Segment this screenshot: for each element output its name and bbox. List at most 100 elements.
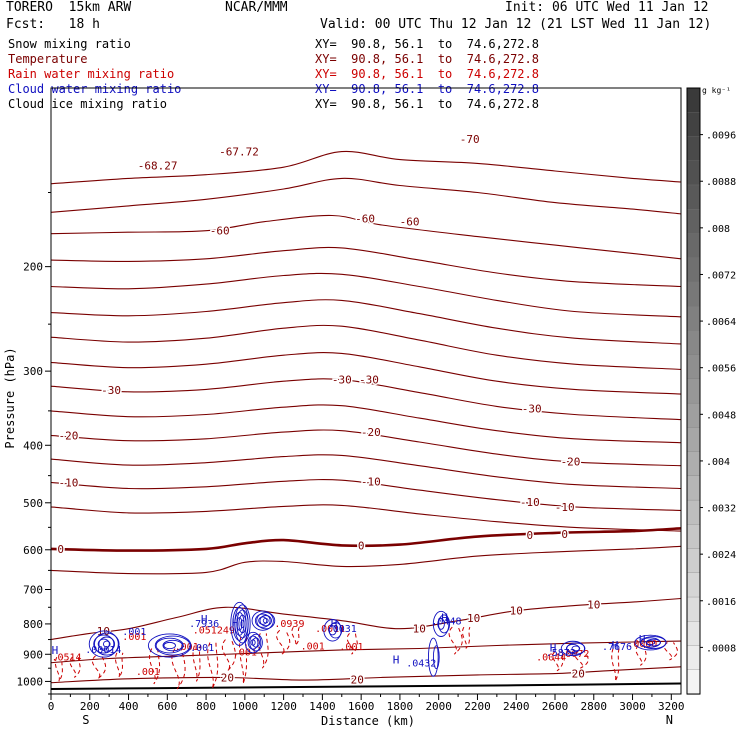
x-tick-label: 2400 (503, 700, 530, 713)
temperature-contour-label: -30 (332, 374, 352, 387)
y-tick-label: 400 (23, 439, 43, 452)
cloud-water-contour (155, 637, 184, 654)
colorbar-bin (686, 451, 701, 477)
temperature-contour-label: 10 (587, 599, 600, 612)
fcst-label: Fcst: 18 h (6, 17, 100, 32)
y-tick-label: 1000 (17, 675, 44, 688)
cloud-water-contour (97, 638, 110, 650)
rain-contour-label: .001 (339, 642, 363, 653)
field-cloudwater-name: Cloud water mixing ratio (8, 82, 182, 96)
cloud-water-contour (432, 610, 450, 637)
y-tick-label: 600 (23, 544, 43, 557)
temperature-contour-label: -30 (359, 374, 379, 387)
colorbar-bin (686, 402, 701, 429)
colorbar-tick-label: .0024 (706, 550, 736, 561)
colorbar-tick-label: .0096 (706, 131, 736, 142)
temperature-contour-label: -10 (555, 501, 575, 514)
cloud-water-contour (432, 645, 440, 670)
rain-contour (257, 633, 269, 669)
colorbar-bin (686, 621, 701, 647)
temperature-contour-label: 0 (358, 539, 365, 552)
cloud-max-marker: H (441, 611, 448, 624)
temperature-contour (51, 597, 681, 641)
temperature-contour (51, 454, 681, 490)
cloud-water-contour (88, 630, 119, 658)
rain-contour (92, 655, 107, 680)
north-label: N (666, 713, 673, 727)
colorbar-bin (686, 572, 701, 598)
temperature-contour (51, 545, 681, 575)
colorbar-bin (686, 645, 701, 671)
temperature-contour-label: -67.72 (219, 146, 259, 159)
field-snow-xy: XY= 90.8, 56.1 to 74.6,272.8 (315, 37, 539, 51)
cloud-water-contour (244, 631, 262, 654)
rain-contour-label: .0514 (51, 652, 81, 663)
cloud-contour-label: .0031 (327, 624, 357, 635)
field-temp-xy: XY= 90.8, 56.1 to 74.6,272.8 (315, 52, 539, 66)
rain-contour (276, 629, 291, 655)
y-tick-label: 900 (23, 648, 43, 661)
cloud-max-marker: H (639, 633, 646, 646)
field-cloudice-name: Cloud ice mixing ratio (8, 97, 167, 111)
colorbar-tick-label: .004 (706, 457, 730, 468)
colorbar-bin (686, 112, 701, 138)
x-tick-label: 2000 (425, 700, 452, 713)
colorbar-frame (686, 87, 701, 695)
colorbar-bin (686, 306, 701, 332)
temperature-contour (51, 324, 681, 370)
temperature-contour (51, 272, 681, 318)
temperature-contour-label: 0 (561, 528, 568, 541)
cloud-water-contour (102, 640, 111, 648)
cloud-max-marker: H (52, 644, 59, 657)
rain-contour-label: .0939 (274, 619, 304, 630)
rain-contour (207, 642, 219, 690)
temperature-contour (51, 527, 681, 552)
cloud-water-contour (571, 645, 581, 652)
cloud-max-marker: H (201, 613, 208, 626)
cloud-contour-label: .0432 (406, 659, 436, 670)
valid-label: Valid: 00 UTC Thu 12 Jan 12 (21 LST Wed … (320, 17, 712, 32)
temperature-contour (51, 404, 681, 444)
y-tick-label: 500 (23, 497, 43, 510)
cloud-water-contour (238, 614, 247, 634)
cloud-water-contour (258, 616, 268, 625)
x-tick-label: 3000 (619, 700, 646, 713)
south-label: S (82, 713, 89, 727)
cloud-water-contour (645, 640, 656, 646)
rain-contour (69, 656, 81, 678)
cloud-water-contour (236, 617, 243, 631)
rain-contour (448, 626, 463, 655)
colorbar-bin (686, 499, 701, 525)
colorbar-bin (686, 330, 701, 356)
colorbar-bin (686, 669, 701, 695)
colorbar-tick-label: .0056 (706, 364, 736, 375)
temperature-contour (51, 299, 681, 345)
rain-contour (239, 636, 248, 685)
cloud-contour-label: .7676 (602, 642, 632, 653)
x-tick-label: 1600 (348, 700, 375, 713)
temperature-contour (51, 177, 681, 215)
cloud-water-contour (162, 639, 183, 652)
rain-contour-label: .0011 (315, 624, 345, 635)
temperature-contour-label: 10 (413, 623, 426, 636)
ground-line (51, 682, 681, 690)
temperature-contour (51, 150, 681, 185)
rain-contour-label: .0044 (536, 653, 566, 664)
x-tick-label: 1400 (309, 700, 336, 713)
y-axis-label: Pressure (hPa) (3, 347, 17, 448)
colorbar-bin (686, 233, 701, 259)
rain-contour (115, 652, 124, 678)
field-temp-name: Temperature (8, 52, 88, 66)
cloud-water-contour (328, 622, 343, 639)
x-tick-label: 2200 (464, 700, 491, 713)
colorbar-bin (686, 548, 701, 574)
cloud-max-marker: H (612, 639, 619, 652)
temperature-contour-label: -30 (101, 384, 121, 397)
colorbar-bin (686, 184, 701, 210)
temperature-contour (51, 352, 681, 395)
cloud-water-contour (163, 641, 176, 650)
temperature-contour-label: -60 (355, 213, 375, 226)
temperature-contour-label: -10 (59, 476, 79, 489)
colorbar-bin (686, 160, 701, 186)
temperature-contour (51, 640, 681, 664)
